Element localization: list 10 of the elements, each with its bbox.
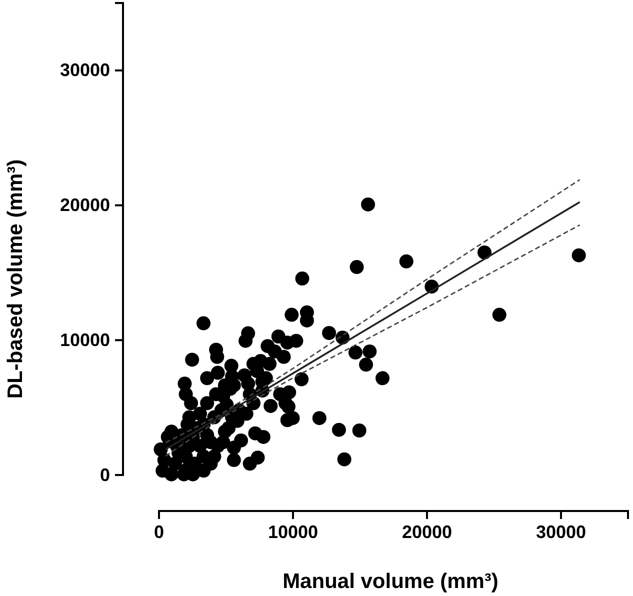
y-tick-label: 0 bbox=[100, 464, 110, 485]
x-tick-label: 0 bbox=[154, 522, 164, 542]
x-tick-label: 10000 bbox=[268, 522, 318, 542]
y-tick-label: 10000 bbox=[60, 330, 110, 350]
y-tick-label: 20000 bbox=[60, 195, 110, 216]
x-axis-title: Manual volume (mm³) bbox=[282, 570, 498, 593]
x-tick-label: 30000 bbox=[536, 522, 586, 542]
y-tick-label: 30000 bbox=[60, 60, 110, 80]
x-tick-label: 20000 bbox=[402, 522, 452, 542]
y-axis-title: DL-based volume (mm³) bbox=[4, 159, 27, 399]
